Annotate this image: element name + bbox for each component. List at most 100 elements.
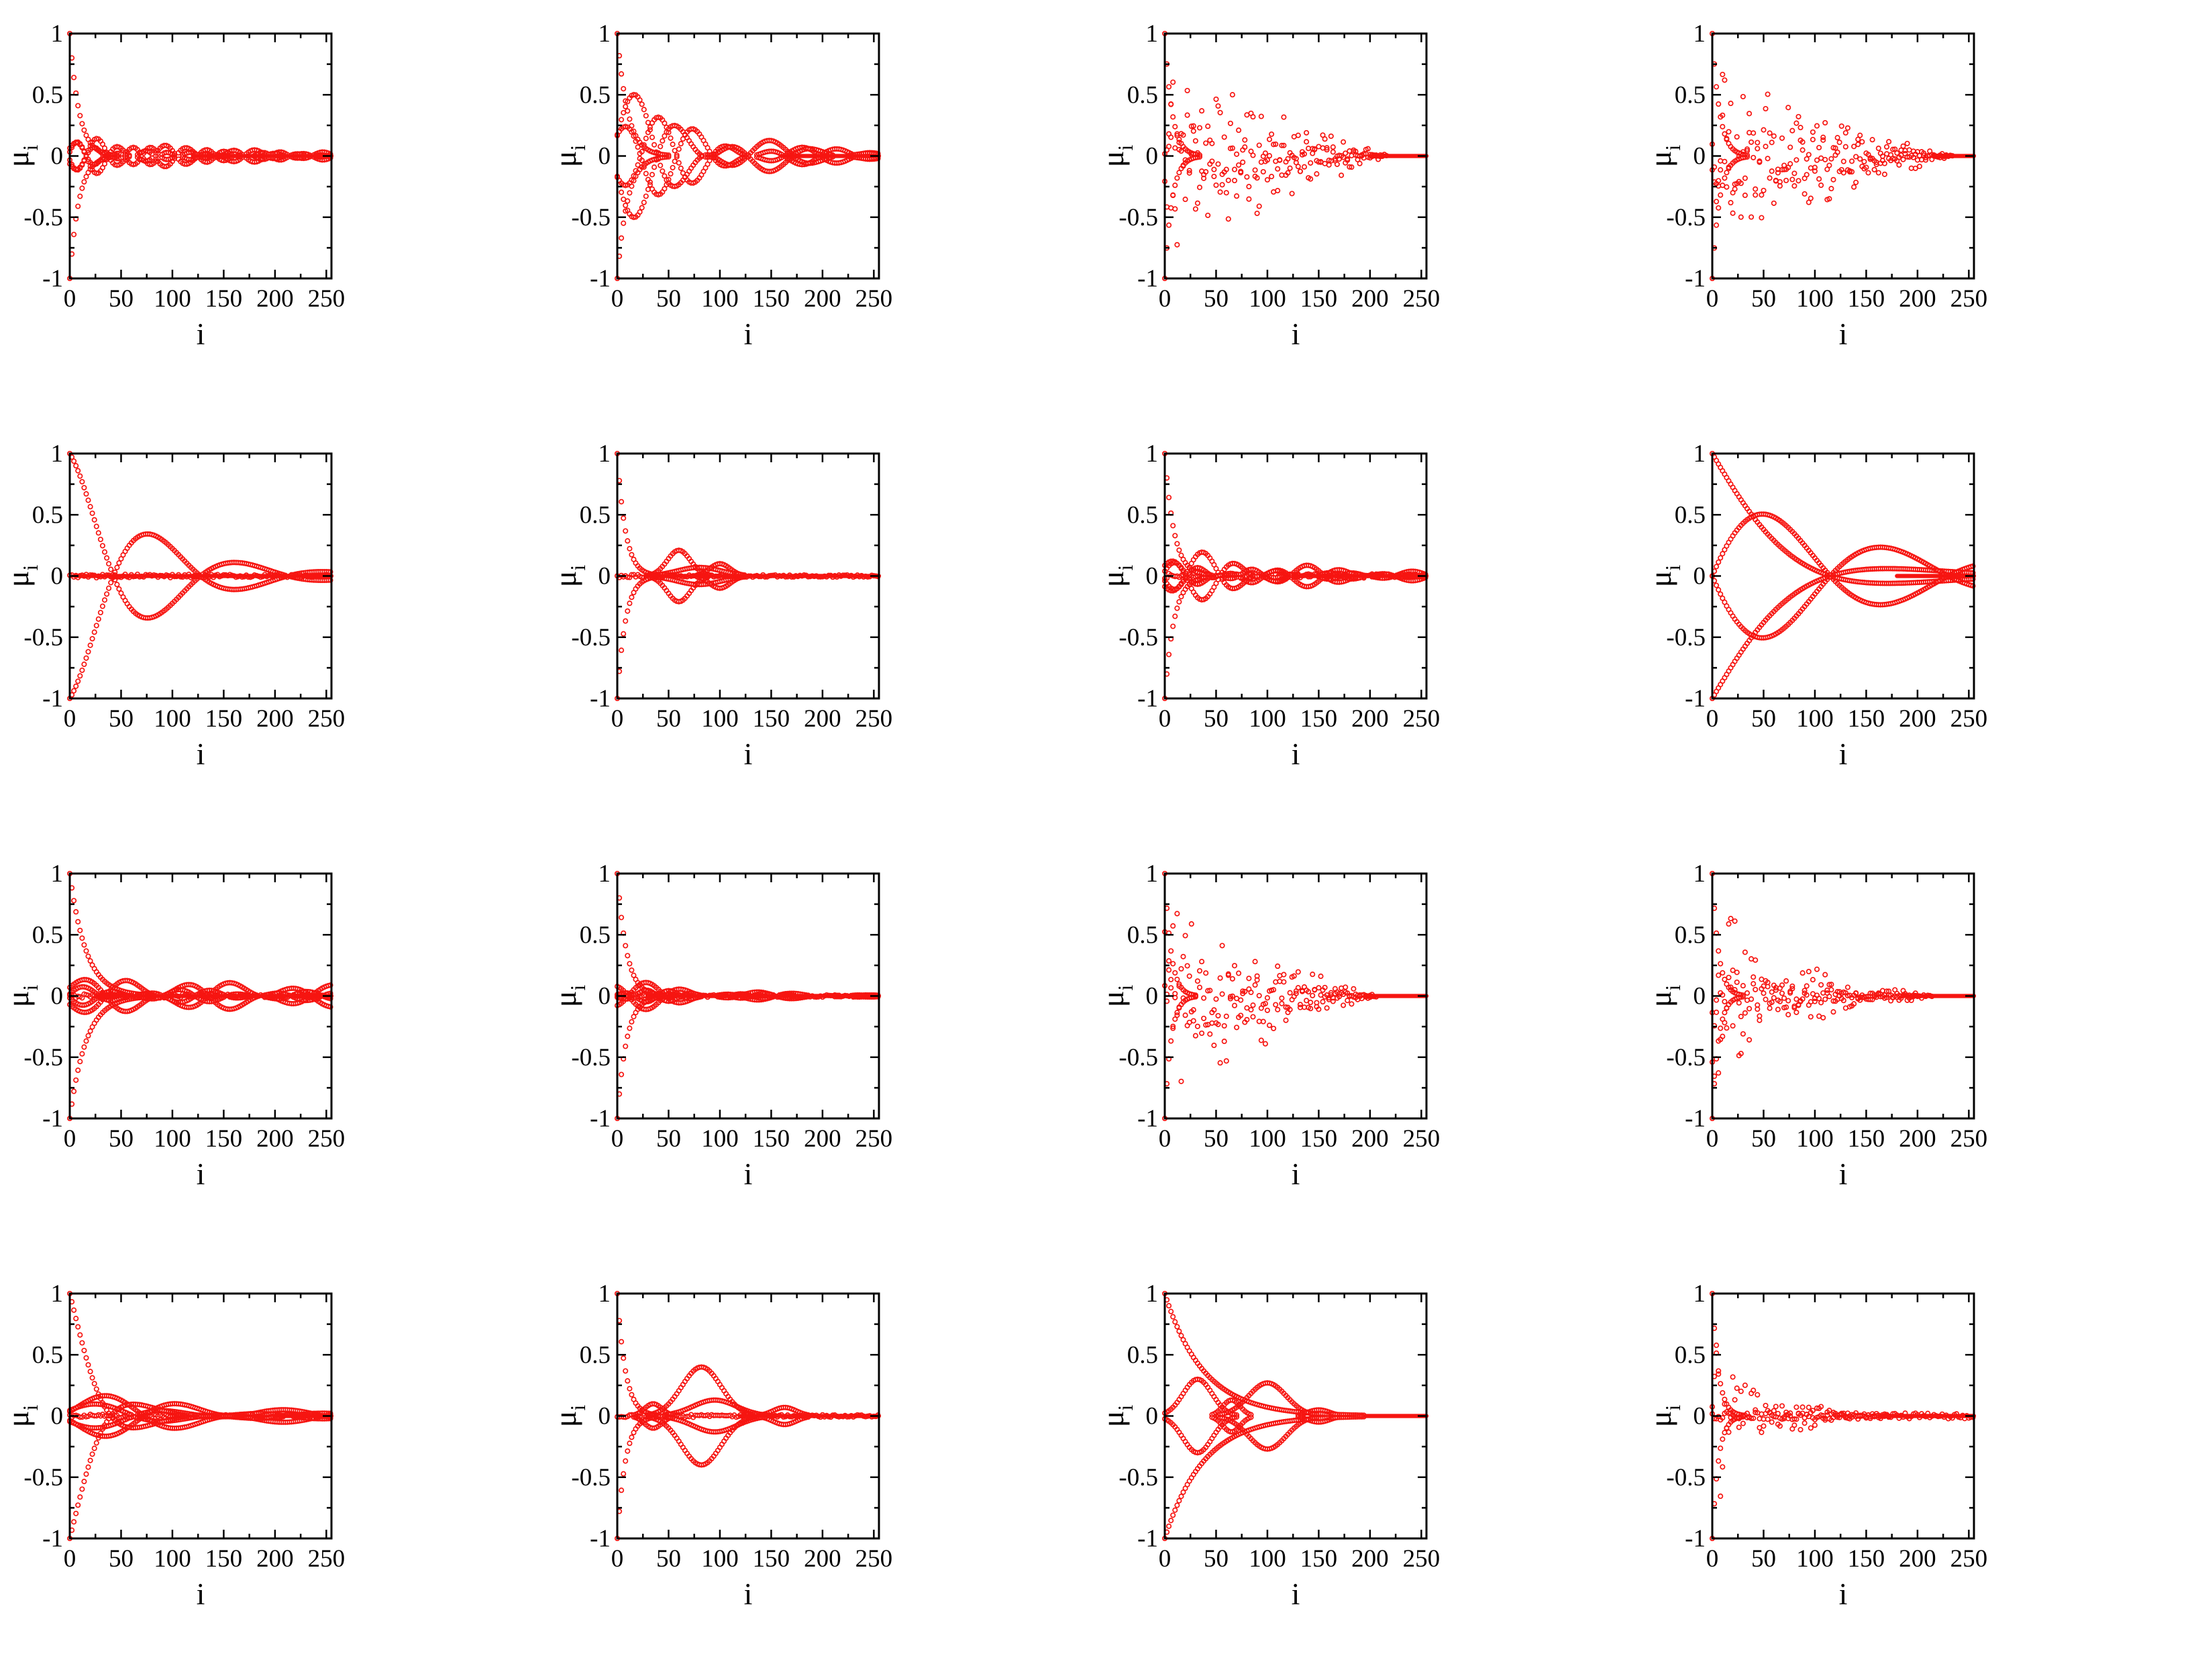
y-tick-label: -0.5 <box>1666 1464 1706 1491</box>
scatter-plot-r4c1: 0 50 100 150 200 250 -1 -0.5 0 0.5 1 i μi <box>1 1280 346 1611</box>
y-tick-label: -0.5 <box>1118 624 1158 651</box>
x-tick-label: 250 <box>1403 285 1441 313</box>
y-tick-label: -1 <box>42 1525 63 1553</box>
x-axis-label: i <box>197 1577 205 1611</box>
y-tick-label: -1 <box>42 265 63 293</box>
x-tick-label: 250 <box>308 1545 346 1573</box>
x-tick-label: 100 <box>1249 705 1286 733</box>
panel-r3c2: 0 50 100 150 200 250 -1 -0.5 0 0.5 1 i μi <box>548 840 1095 1260</box>
y-tick-label: -0.5 <box>571 1464 611 1491</box>
x-axis-label: i <box>744 317 753 351</box>
x-tick-label: 0 <box>64 1125 76 1153</box>
x-tick-label: 50 <box>109 1545 134 1573</box>
scatter-points <box>66 1290 334 1542</box>
scatter-points <box>614 450 882 702</box>
panel-r4c1: 0 50 100 150 200 250 -1 -0.5 0 0.5 1 i μi <box>0 1260 548 1680</box>
y-axis-label: μi <box>1643 565 1685 588</box>
axes-frame <box>68 32 333 280</box>
tick-labels: 0 50 100 150 200 250 -1 -0.5 0 0.5 1 <box>1666 440 1987 733</box>
scatter-plot-r1c1: 0 50 100 150 200 250 -1 -0.5 0 0.5 1 i μi <box>1 20 345 351</box>
y-tick-label: -1 <box>1685 1105 1706 1133</box>
scatter-plot-r3c1: 0 50 100 150 200 250 -1 -0.5 0 0.5 1 i μi <box>1 860 345 1191</box>
tick-labels: 0 50 100 150 200 250 -1 -0.5 0 0.5 1 <box>23 440 345 733</box>
y-tick-label: -0.5 <box>23 204 63 231</box>
axes-frame <box>68 1292 333 1540</box>
panel-r2c1: 0 50 100 150 200 250 -1 -0.5 0 0.5 1 i μi <box>0 420 548 840</box>
x-tick-label: 50 <box>1751 1545 1776 1573</box>
y-tick-label: -0.5 <box>1118 1464 1158 1491</box>
y-tick-label: 1 <box>1693 440 1706 468</box>
y-tick-label: 0.5 <box>1127 1341 1158 1369</box>
y-tick-label: 0 <box>51 1403 64 1430</box>
x-tick-label: 150 <box>1848 705 1885 733</box>
tick-labels: 0 50 100 150 200 250 -1 -0.5 0 0.5 1 <box>23 20 345 313</box>
y-tick-label: -1 <box>1137 1105 1158 1133</box>
axes-frame <box>616 452 880 700</box>
x-tick-label: 100 <box>701 1545 739 1573</box>
scatter-plot-r2c2: 0 50 100 150 200 250 -1 -0.5 0 0.5 1 i μi <box>548 440 892 771</box>
scatter-points <box>66 450 334 702</box>
y-tick-label: 0.5 <box>32 81 63 109</box>
x-tick-label: 150 <box>1848 1125 1885 1153</box>
tick-labels: 0 50 100 150 200 250 -1 -0.5 0 0.5 1 <box>1666 20 1987 313</box>
axes-frame <box>68 872 333 1120</box>
x-tick-label: 50 <box>109 705 134 733</box>
x-tick-label: 200 <box>1351 1545 1389 1573</box>
x-tick-label: 100 <box>1796 285 1834 313</box>
x-axis-label: i <box>1292 317 1300 351</box>
y-tick-label: 1 <box>51 1280 64 1308</box>
x-axis-label: i <box>1839 1157 1848 1191</box>
y-tick-label: 1 <box>1693 860 1706 888</box>
y-tick-label: 0.5 <box>580 921 611 949</box>
y-tick-label: 1 <box>598 1280 611 1308</box>
axes-frame <box>1163 1292 1428 1540</box>
x-tick-label: 100 <box>1796 1125 1834 1153</box>
x-axis-label: i <box>197 737 205 771</box>
axes-frame <box>616 1292 880 1540</box>
y-tick-label: 0 <box>51 563 64 590</box>
x-tick-label: 250 <box>308 705 346 733</box>
scatter-plot-r4c3: 0 50 100 150 200 250 -1 -0.5 0 0.5 1 i μi <box>1096 1280 1440 1611</box>
y-tick-label: -1 <box>590 1105 611 1133</box>
y-tick-label: 0.5 <box>1127 501 1158 529</box>
x-tick-label: 0 <box>1706 705 1719 733</box>
x-tick-label: 200 <box>1899 1125 1936 1153</box>
y-tick-label: -1 <box>42 1105 63 1133</box>
x-tick-label: 0 <box>64 705 76 733</box>
x-tick-label: 50 <box>656 705 681 733</box>
tick-labels: 0 50 100 150 200 250 -1 -0.5 0 0.5 1 <box>571 860 892 1153</box>
y-tick-label: 1 <box>598 860 611 888</box>
y-tick-label: 0 <box>1693 143 1706 170</box>
y-tick-label: -0.5 <box>1666 624 1706 651</box>
x-tick-label: 50 <box>1751 285 1776 313</box>
x-tick-label: 0 <box>1159 1125 1171 1153</box>
x-tick-label: 150 <box>753 1545 790 1573</box>
x-tick-label: 250 <box>1950 705 1988 733</box>
x-tick-label: 0 <box>1706 1125 1719 1153</box>
panel-r1c4: 0 50 100 150 200 250 -1 -0.5 0 0.5 1 i μi <box>1642 0 2190 420</box>
y-tick-label: -0.5 <box>1118 204 1158 231</box>
scatter-plot-r3c2: 0 50 100 150 200 250 -1 -0.5 0 0.5 1 i μi <box>548 860 892 1191</box>
tick-labels: 0 50 100 150 200 250 -1 -0.5 0 0.5 1 <box>1118 440 1440 733</box>
scatter-plot-r2c1: 0 50 100 150 200 250 -1 -0.5 0 0.5 1 i μi <box>1 440 345 771</box>
y-axis-label: μi <box>1 145 42 168</box>
x-tick-label: 200 <box>1351 285 1389 313</box>
panel-r4c3: 0 50 100 150 200 250 -1 -0.5 0 0.5 1 i μi <box>1095 1260 1642 1680</box>
x-tick-label: 50 <box>1751 705 1776 733</box>
y-tick-label: 0.5 <box>580 501 611 529</box>
y-tick-label: -0.5 <box>571 1044 611 1071</box>
y-axis-label: μi <box>1 565 42 588</box>
scatter-points <box>1161 1290 1429 1542</box>
panel-r1c1: 0 50 100 150 200 250 -1 -0.5 0 0.5 1 i μi <box>0 0 548 420</box>
axes-frame <box>616 32 880 280</box>
y-tick-label: 1 <box>1146 860 1159 888</box>
y-tick-label: -1 <box>590 265 611 293</box>
y-axis-label: μi <box>1096 985 1137 1008</box>
y-tick-label: -1 <box>590 685 611 713</box>
panel-r1c3: 0 50 100 150 200 250 -1 -0.5 0 0.5 1 i μi <box>1095 0 1642 420</box>
panel-r1c2: 0 50 100 150 200 250 -1 -0.5 0 0.5 1 i μi <box>548 0 1095 420</box>
y-tick-label: 0.5 <box>1675 921 1706 949</box>
x-tick-label: 150 <box>205 1125 243 1153</box>
y-tick-label: 0 <box>51 143 64 170</box>
tick-labels: 0 50 100 150 200 250 -1 -0.5 0 0.5 1 <box>571 1280 892 1573</box>
